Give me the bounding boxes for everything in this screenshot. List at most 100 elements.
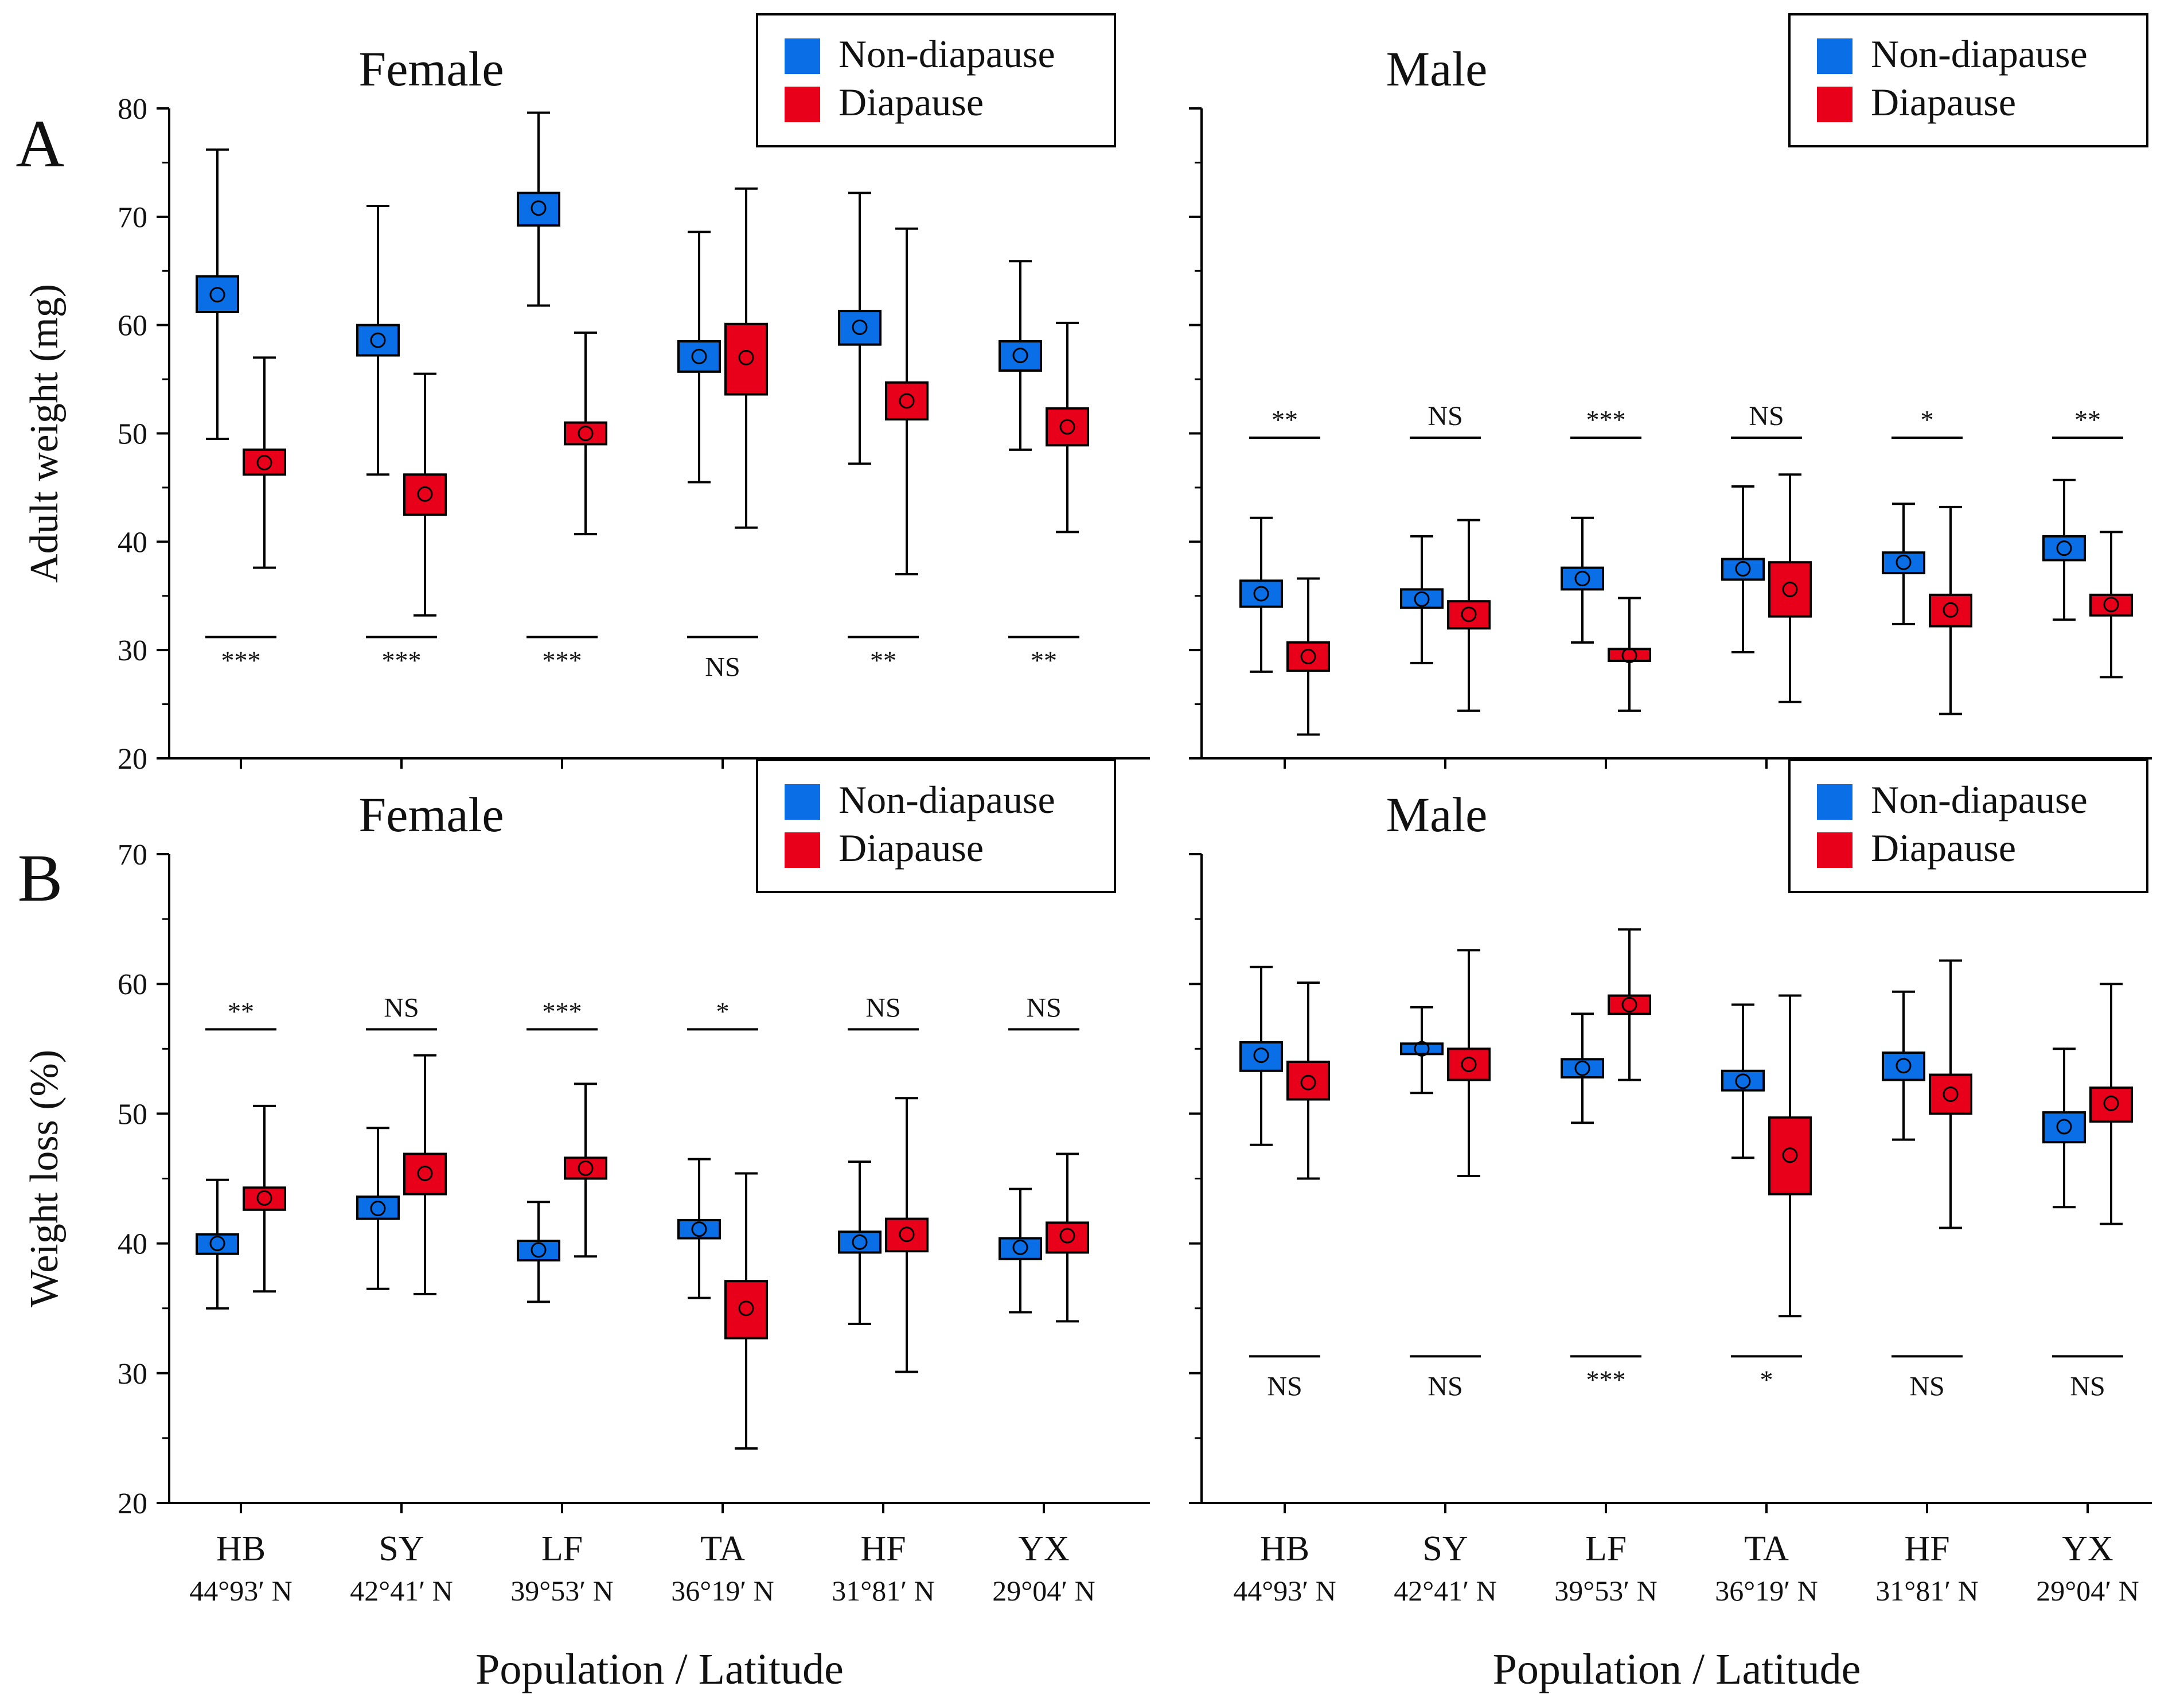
x-tick-latitude: 42°41′ N [350, 1575, 453, 1607]
legend-swatch-non-diapause [1817, 784, 1852, 820]
legend-swatch-diapause [785, 87, 820, 122]
box-body [724, 322, 768, 396]
mean-marker [531, 200, 547, 216]
legend-label: Diapause [838, 80, 984, 124]
box-diapause-yx [1046, 1152, 1089, 1323]
mean-marker [1300, 1074, 1316, 1091]
legend-swatch-non-diapause [1817, 38, 1852, 74]
legend-label: Non-diapause [1871, 778, 2088, 821]
box-non-diapause-lf [517, 111, 560, 307]
mean-marker [1461, 606, 1477, 622]
mean-marker [370, 1201, 386, 1217]
mean-marker [691, 348, 707, 364]
mean-marker [1012, 348, 1028, 364]
box-diapause-hb [1286, 981, 1330, 1180]
panel-label: B [18, 840, 63, 916]
box-body [1561, 1058, 1604, 1079]
box-body [2089, 1086, 2133, 1123]
legend-frame [756, 13, 1116, 147]
box-body [517, 192, 560, 227]
box-body [1239, 1041, 1283, 1072]
box-diapause-lf [564, 1082, 607, 1258]
mean-marker [2103, 1095, 2119, 1111]
box-body [356, 324, 400, 357]
box-body [1608, 648, 1651, 663]
significance-label: NS [1428, 1371, 1462, 1401]
significance-label: NS [2070, 1371, 2105, 1401]
significance-label: *** [382, 646, 422, 675]
box-non-diapause-yx [2042, 478, 2086, 621]
legend-label: Non-diapause [838, 778, 1055, 821]
box-body [243, 448, 286, 476]
box-non-diapause-lf [1561, 1012, 1604, 1124]
box-diapause-lf [1608, 597, 1651, 712]
mean-marker [1574, 1060, 1590, 1076]
x-tick-latitude: 42°41′ N [1394, 1575, 1497, 1607]
mean-marker [1059, 419, 1075, 435]
box-diapause-ta [1768, 473, 1812, 703]
x-tick-label: LF [541, 1529, 583, 1568]
legend-frame [1788, 759, 2148, 893]
chart-panel-A-female: 20 30 40 50 60 70 80 Adult weight (mg) A Female No… [15, 13, 1150, 776]
mean-marker [1735, 1073, 1751, 1089]
legend-swatch-diapause [1817, 87, 1852, 122]
x-tick-latitude: 31°81′ N [832, 1575, 935, 1607]
mean-marker [370, 332, 386, 348]
x-tick-label: LF [1585, 1529, 1627, 1568]
x-tick-latitude: 29°04′ N [992, 1575, 1095, 1607]
box-diapause-hb [1286, 577, 1330, 736]
box-body [999, 340, 1042, 372]
x-tick-label: TA [700, 1529, 745, 1568]
box-non-diapause-hb [196, 1178, 239, 1310]
significance-label: ** [870, 646, 896, 675]
significance-label: NS [705, 652, 740, 683]
box-diapause-hf [1929, 505, 1972, 715]
significance-label: NS [865, 992, 900, 1023]
chart-panel-B-female: 20 30 40 50 60 70 Weight loss (%) B Female Non-di… [18, 759, 1150, 1693]
y-tick-label: 20 [118, 1487, 147, 1520]
significance-label: ** [228, 996, 254, 1026]
mean-marker [1414, 591, 1430, 607]
legend-label: Non-diapause [838, 32, 1055, 76]
chart-panel-B-male: Male Non-diapause Diapause HB 44°93′ N SY 42°4… [1189, 759, 2152, 1693]
mean-marker [417, 486, 433, 502]
box-body [1768, 561, 1812, 618]
mean-marker [1896, 1058, 1912, 1074]
box-diapause-lf [1608, 928, 1651, 1081]
significance-label: NS [1428, 401, 1462, 431]
mean-marker [578, 426, 594, 441]
significance-label: *** [543, 646, 582, 675]
mean-marker [852, 319, 868, 335]
mean-marker [1414, 1041, 1430, 1057]
mean-marker [1621, 996, 1637, 1012]
mean-marker [1782, 1147, 1798, 1163]
significance-label: *** [1586, 405, 1626, 434]
box-body [1929, 1073, 1972, 1115]
mean-marker [1461, 1056, 1477, 1072]
box-non-diapause-sy [1400, 535, 1444, 664]
y-tick-label: 20 [118, 743, 147, 776]
box-body [885, 381, 929, 420]
significance-label: NS [1909, 1371, 1944, 1401]
mean-marker [1896, 554, 1912, 570]
significance-label: *** [543, 996, 582, 1026]
box-non-diapause-hf [838, 1160, 882, 1325]
box-diapause-sy [1447, 949, 1491, 1177]
mean-marker [1574, 571, 1590, 587]
x-tick-latitude: 31°81′ N [1875, 1575, 1979, 1607]
mean-marker [738, 1300, 754, 1317]
box-body [1046, 407, 1089, 447]
x-tick-latitude: 39°53′ N [1554, 1575, 1658, 1607]
box-non-diapause-sy [1400, 1006, 1444, 1095]
box-body [999, 1237, 1042, 1260]
box-body [724, 1280, 768, 1339]
box-body [677, 340, 721, 373]
x-tick-label: HB [216, 1529, 266, 1568]
box-body [1239, 579, 1283, 608]
mean-marker [2103, 597, 2119, 613]
box-diapause-sy [403, 372, 447, 617]
legend-label: Non-diapause [1871, 32, 2088, 76]
